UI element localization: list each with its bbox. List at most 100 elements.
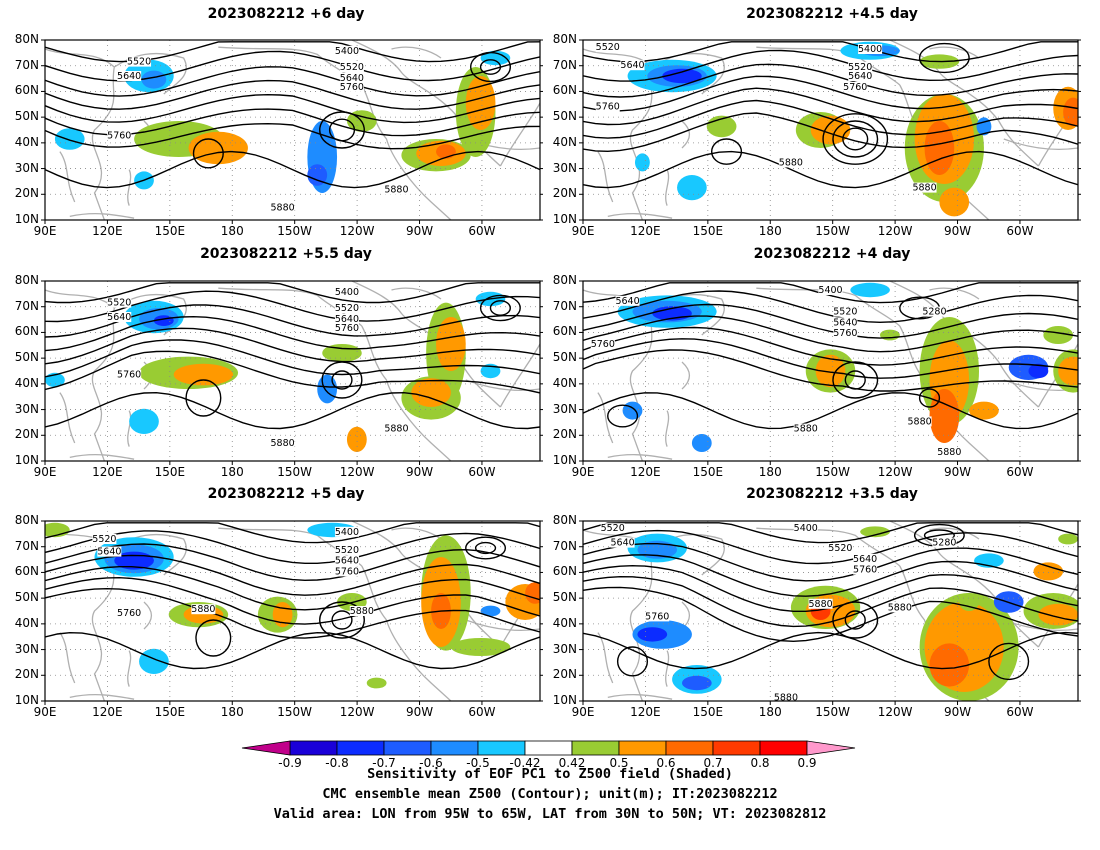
lon-tick-label: 90E: [571, 465, 595, 479]
axis-ticks: [41, 520, 543, 705]
contour-line: [45, 66, 540, 97]
axis-ticks: [579, 39, 1081, 224]
lat-tick-label: 20N: [14, 186, 39, 201]
contour-line: [583, 586, 1078, 643]
lon-tick-label: 90E: [571, 705, 595, 719]
closed-contour: [321, 361, 363, 399]
closed-contour: [195, 619, 232, 657]
sensitivity-shading: [45, 291, 506, 452]
lat-tick-label: 80N: [552, 32, 577, 46]
contour-label: 5880: [191, 604, 215, 615]
z500-contours: [45, 282, 540, 430]
lat-tick-label: 10N: [14, 693, 39, 707]
contour-line: [45, 150, 540, 189]
lat-tick-label: 30N: [14, 641, 39, 656]
contour-label: 5880: [384, 184, 408, 195]
lon-tick-label: 120W: [877, 465, 913, 479]
contour-label: 5880: [350, 606, 374, 617]
lon-tick-label: 90W: [943, 465, 972, 479]
colorbar-tick-label: -0.5: [466, 756, 490, 770]
contour-line: [583, 529, 1078, 565]
contour-label: 5760: [843, 82, 867, 93]
sensitivity-blob: [307, 164, 328, 186]
lon-tick-label: 60W: [1006, 465, 1034, 479]
contour-line: [583, 282, 1078, 304]
caption-line-1: Sensitivity of EOF PC1 to Z500 field (Sh…: [367, 766, 733, 782]
contour-label: 5880: [912, 183, 936, 194]
contour-label: 5760: [591, 339, 615, 350]
sensitivity-blob: [480, 50, 511, 66]
colorbar-cell: [571, 740, 620, 756]
caption-line-3: Valid area: LON from 95W to 65W, LAT fro…: [273, 806, 827, 822]
lon-tick-label: 90E: [33, 465, 57, 479]
lon-tick-label: 90W: [405, 224, 434, 238]
lat-tick-label: 40N: [14, 615, 39, 630]
panel-frame: [44, 520, 541, 702]
sensitivity-blob: [691, 434, 712, 452]
contour-line: [45, 631, 540, 670]
contour-label: 5760: [335, 566, 359, 577]
sensitivity-blob: [622, 401, 643, 420]
contour-line: [45, 93, 540, 124]
panel-frame: [44, 280, 541, 462]
contour-label: 5760: [117, 608, 141, 619]
colorbar-tick-label: 0.42: [558, 756, 586, 770]
contour-line: [583, 87, 1078, 126]
sensitivity-blob: [141, 70, 167, 89]
panel-title-6: 2023082212 +3.5 day: [746, 486, 918, 502]
colorbar-tick-label: 0.6: [656, 756, 676, 770]
lon-tick-label: 180: [220, 705, 244, 719]
sensitivity-blob: [634, 153, 650, 172]
contour-line: [583, 631, 1078, 670]
contour-line: [45, 587, 540, 639]
sensitivity-blob: [939, 187, 970, 217]
lat-tick-label: 30N: [14, 160, 39, 175]
panel-title-5: 2023082212 +5 day: [207, 486, 365, 502]
contour-label: 5520: [127, 57, 151, 68]
lat-tick-label: 30N: [552, 641, 577, 656]
axis-ticks: [41, 280, 543, 465]
sensitivity-blob: [366, 677, 387, 689]
closed-contour: [331, 610, 353, 630]
contour-label: 5640: [620, 60, 644, 71]
contour-label: 5640: [117, 71, 141, 82]
colorbar: [241, 740, 856, 756]
contour-label: 5880: [908, 416, 932, 427]
contour-label: 5520: [107, 298, 131, 309]
lon-tick-label: 180: [758, 705, 782, 719]
sensitivity-blob: [465, 76, 496, 130]
contour-line: [45, 327, 540, 365]
lat-tick-label: 20N: [552, 186, 577, 201]
contour-label: 5400: [818, 285, 842, 296]
sensitivity-blob: [637, 627, 668, 642]
closed-contour: [470, 51, 512, 83]
colorbar-tick-label: 0.9: [797, 756, 817, 770]
contour-line: [45, 566, 540, 611]
contour-label: 5520: [601, 523, 625, 534]
closed-contour: [319, 601, 365, 639]
sensitivity-blob: [969, 401, 999, 420]
lat-tick-label: 70N: [552, 298, 577, 313]
lat-tick-label: 70N: [14, 57, 39, 72]
contour-line: [583, 75, 1078, 112]
sensitivity-blob: [129, 408, 159, 434]
contour-label: 5880: [809, 599, 833, 610]
lon-tick-label: 150W: [277, 465, 313, 479]
caption-line-2: CMC ensemble mean Z500 (Contour); unit(m…: [322, 786, 778, 802]
colorbar-tick-label: -0.6: [419, 756, 443, 770]
contour-line: [583, 554, 1078, 597]
sensitivity-blob: [976, 117, 992, 136]
contour-label: 5520: [340, 62, 364, 73]
lat-tick-label: 80N: [552, 273, 577, 287]
lat-tick-label: 40N: [14, 375, 39, 390]
sensitivity-blob: [682, 675, 712, 691]
sensitivity-blob: [1028, 363, 1049, 379]
lat-tick-label: 20N: [14, 667, 39, 682]
contour-line: [583, 349, 1078, 392]
contour-line: [45, 339, 540, 378]
closed-contour: [319, 111, 365, 149]
